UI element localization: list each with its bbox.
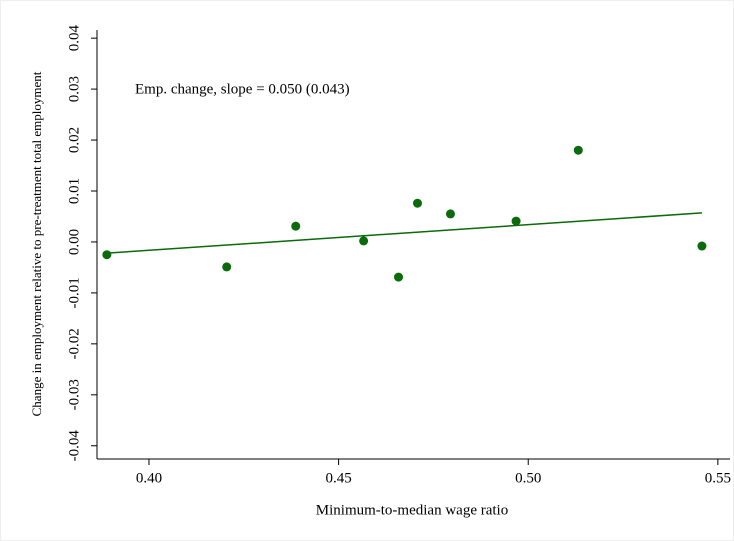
y-tick-label: -0.02: [66, 328, 82, 359]
point: [697, 241, 707, 251]
y-tick-label: 0.01: [66, 178, 82, 204]
y-axis-title: Change in employment relative to pre-tre…: [29, 71, 44, 416]
x-tick-label: 0.40: [136, 470, 162, 486]
point: [291, 221, 301, 231]
x-axis-title: Minimum-to-median wage ratio: [316, 502, 508, 518]
point: [445, 209, 455, 219]
y-tick-label: 0.00: [66, 229, 82, 255]
point: [573, 145, 583, 155]
fit-line: [106, 212, 702, 254]
x-tick-label: 0.55: [705, 470, 731, 486]
y-tick-label: -0.01: [66, 277, 82, 308]
y-tick-label: 0.04: [66, 25, 82, 52]
x-tick-label: 0.45: [325, 470, 351, 486]
point: [394, 272, 404, 282]
y-tick-label: -0.03: [66, 379, 82, 410]
point: [511, 216, 521, 226]
y-tick-label: 0.02: [66, 127, 82, 153]
point: [222, 262, 232, 272]
y-tick-label: 0.03: [66, 76, 82, 102]
annotation: Emp. change, slope = 0.050 (0.043): [135, 81, 350, 97]
point: [359, 236, 369, 246]
y-tick-label: -0.04: [66, 430, 82, 462]
point: [412, 198, 422, 208]
point: [102, 250, 112, 260]
x-tick-label: 0.50: [515, 470, 541, 486]
